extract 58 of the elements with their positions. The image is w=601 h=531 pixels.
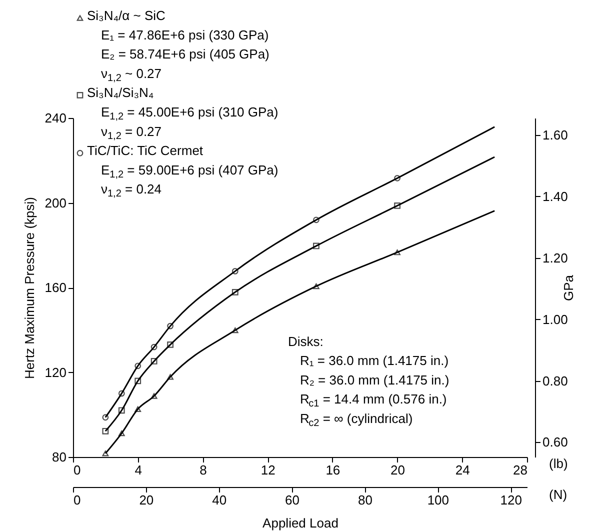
x2-tick-label: 60 bbox=[285, 492, 300, 508]
text: (lb) bbox=[549, 456, 568, 471]
point bbox=[313, 283, 320, 290]
x-tick-label: 0 bbox=[74, 462, 81, 478]
x-axis-title: Applied Load bbox=[262, 516, 338, 530]
x2-tick-label: 40 bbox=[212, 492, 227, 508]
x-tick-label: 24 bbox=[455, 462, 470, 478]
y-tick-label: 200 bbox=[44, 195, 66, 210]
point bbox=[134, 406, 142, 412]
x2-tick-label: 0 bbox=[74, 492, 81, 508]
point bbox=[118, 390, 125, 397]
y-axis-title: Hertz Maximum Pressure (kpsi) bbox=[22, 196, 37, 380]
x-tick-label: 20 bbox=[390, 462, 406, 478]
point bbox=[118, 407, 125, 414]
legend-label: TiC/TiC: TiC Cermet bbox=[87, 143, 204, 158]
point bbox=[167, 342, 174, 348]
point bbox=[232, 288, 238, 296]
x2-tick-label: 80 bbox=[358, 492, 372, 508]
point bbox=[102, 428, 109, 434]
x2-tick-label: 20 bbox=[139, 492, 154, 508]
x2-tick-label: 100 bbox=[427, 492, 450, 508]
y-tick-label: 120 bbox=[44, 364, 66, 380]
point bbox=[313, 216, 320, 224]
point bbox=[394, 249, 400, 256]
y2-tick-label: 0.80 bbox=[542, 373, 568, 388]
point bbox=[394, 174, 400, 182]
point bbox=[167, 322, 174, 330]
x-tick-label: 16 bbox=[326, 462, 340, 478]
legend-label: Si₃N₄/Si₃N₄ bbox=[87, 85, 154, 100]
point bbox=[102, 450, 109, 456]
annotation: Disks: bbox=[288, 334, 324, 349]
point bbox=[167, 374, 174, 380]
y-tick-label: 80 bbox=[52, 450, 66, 464]
y2-tick-label: 1.40 bbox=[542, 188, 568, 204]
point bbox=[232, 268, 238, 274]
point bbox=[150, 344, 158, 350]
y2-tick-label: 1.00 bbox=[542, 312, 568, 327]
point bbox=[150, 358, 158, 364]
legend-label: Si₃N₄/α ~ SiC bbox=[87, 8, 166, 23]
y2-axis-title: GPa bbox=[560, 274, 576, 302]
text: (N) bbox=[549, 487, 568, 502]
point bbox=[150, 393, 158, 399]
point bbox=[134, 378, 142, 384]
x2-tick-label: 120 bbox=[500, 492, 522, 508]
x-tick-label: 28 bbox=[513, 462, 528, 478]
x-tick-label: 4 bbox=[134, 462, 142, 478]
y2-tick-label: 0.60 bbox=[542, 434, 568, 450]
y2-tick-label: 1.60 bbox=[542, 127, 568, 142]
y2-tick-label: 1.20 bbox=[542, 250, 568, 266]
point bbox=[134, 362, 142, 370]
point bbox=[118, 430, 125, 436]
point bbox=[394, 202, 400, 209]
y-tick-label: 240 bbox=[44, 110, 66, 126]
x-tick-label: 12 bbox=[260, 462, 276, 478]
x-tick-label: 8 bbox=[200, 462, 207, 478]
point bbox=[232, 327, 238, 334]
y-tick-label: 160 bbox=[44, 280, 66, 295]
point bbox=[313, 242, 320, 250]
